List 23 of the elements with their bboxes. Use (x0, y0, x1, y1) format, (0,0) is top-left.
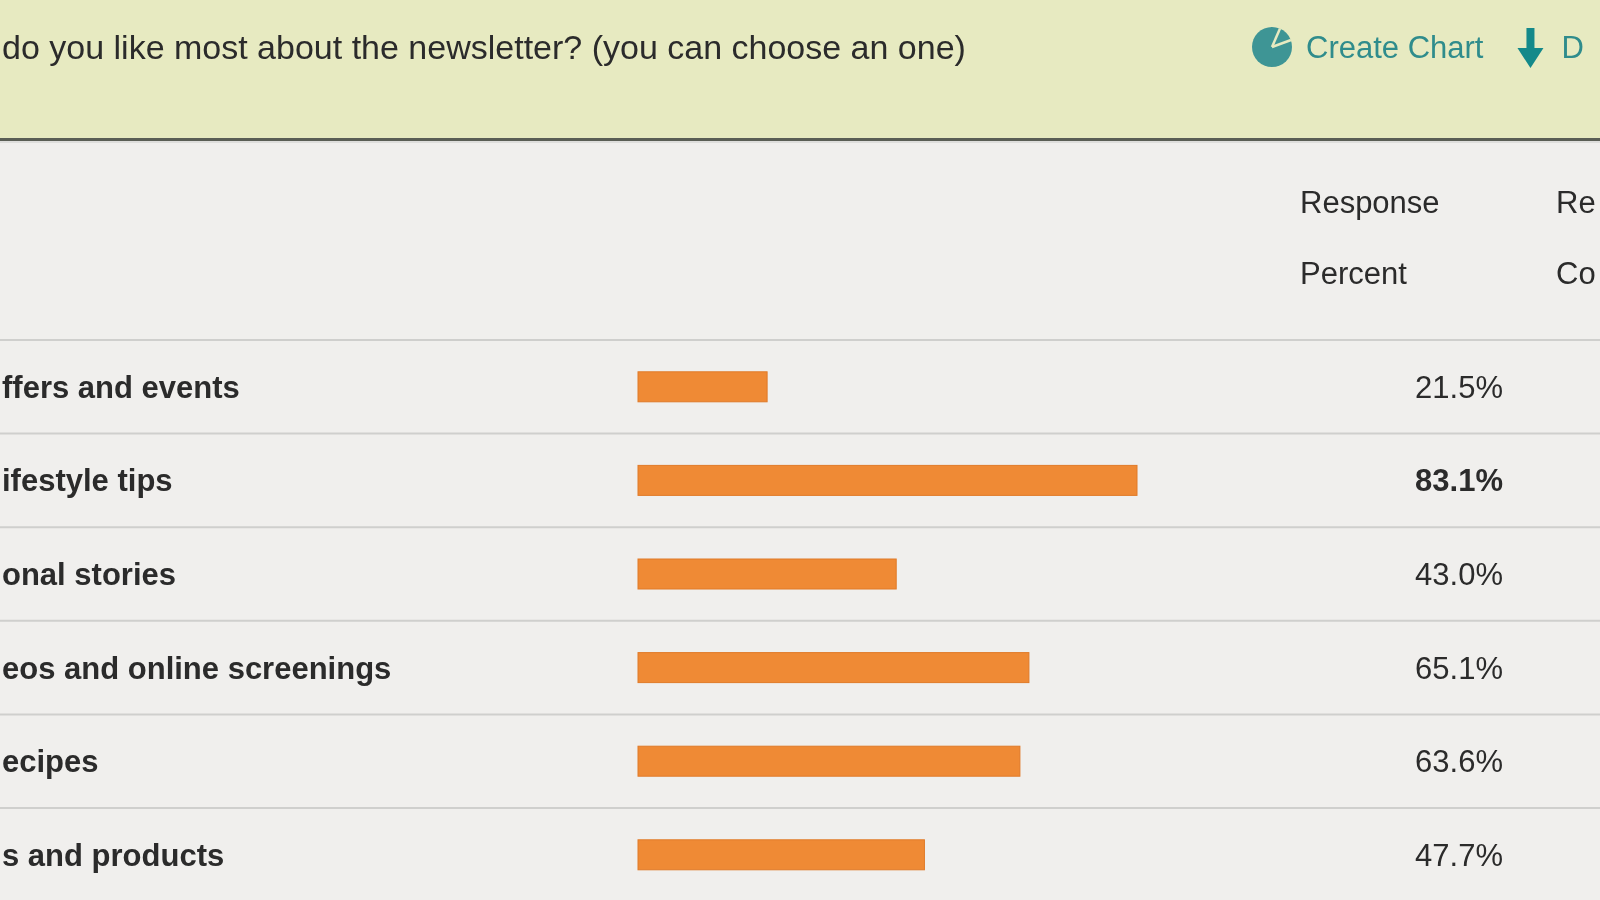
text: Create Chart (1306, 30, 1484, 65)
bar (637, 558, 897, 590)
y-tick-label: ecipes (2, 744, 99, 780)
data-label: 43.0% (1415, 557, 1503, 592)
bar (637, 839, 925, 871)
y-tick-label: eos and online screenings (2, 650, 392, 686)
bar (637, 464, 1138, 496)
y-tick-label: ifestyle tips (2, 463, 173, 499)
y-tick-label: onal stories (2, 557, 176, 592)
bar (637, 745, 1021, 777)
bar (637, 371, 768, 403)
data-label: 47.7% (1415, 837, 1503, 873)
chart-title: do you like most about the newsletter? (you can choose an one) (2, 28, 966, 66)
y-tick-label: ffers and events (2, 369, 240, 405)
data-label: 65.1% (1415, 650, 1503, 686)
data-label: 21.5% (1415, 369, 1503, 405)
y-tick-label: s and products (2, 837, 225, 873)
text: Response Percent (1300, 185, 1440, 291)
data-label: 63.6% (1415, 744, 1503, 780)
data-label: 83.1% (1415, 463, 1503, 499)
text: Re Co (1556, 185, 1596, 291)
bar (637, 652, 1030, 684)
text: D (1561, 30, 1584, 65)
